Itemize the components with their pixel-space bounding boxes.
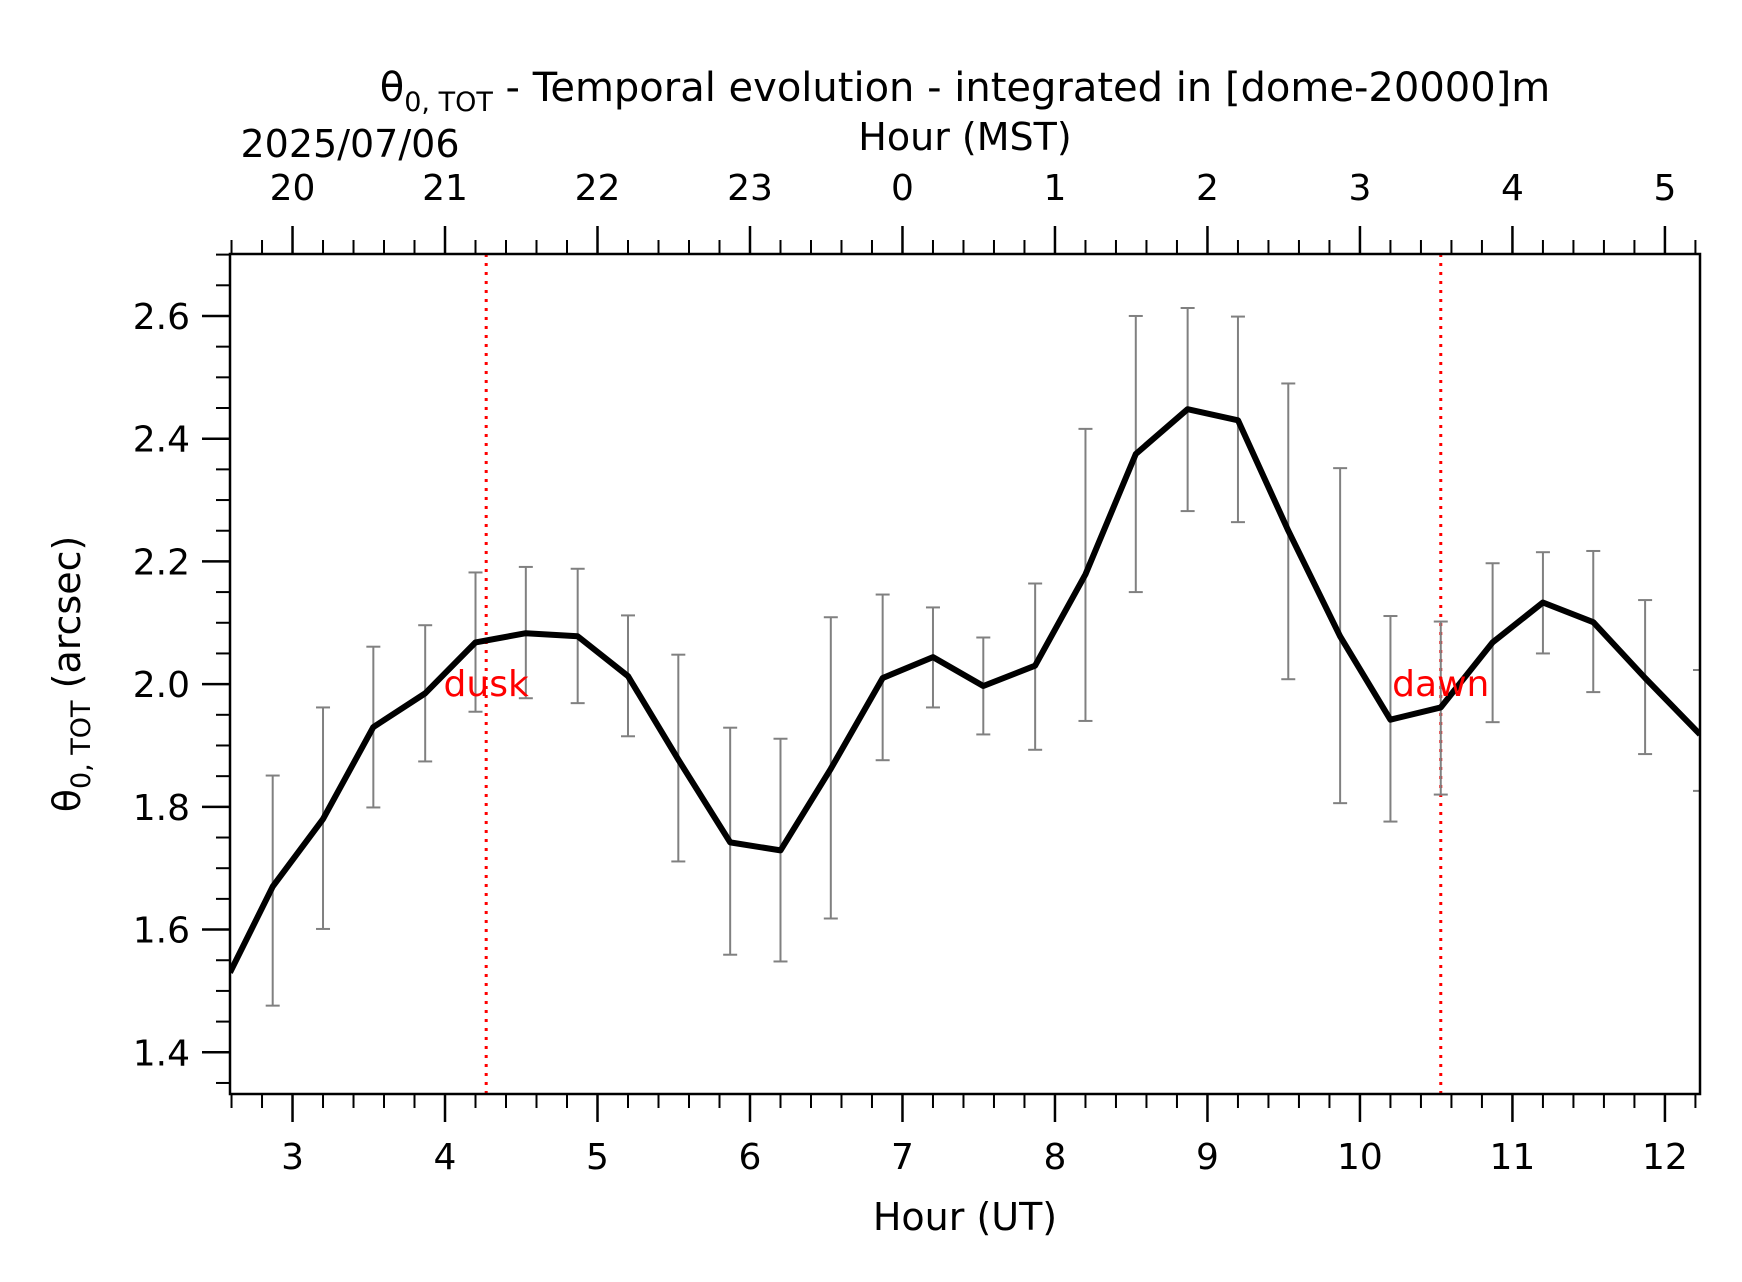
y-tick-label: 2.6 bbox=[133, 297, 190, 338]
x2-tick-label: 0 bbox=[891, 168, 914, 209]
x2-tick-label: 21 bbox=[422, 168, 468, 209]
error-bar bbox=[1693, 669, 1700, 792]
y-tick-label: 2.0 bbox=[133, 665, 190, 706]
x2-tick-label: 22 bbox=[575, 168, 621, 209]
ticks-layer bbox=[202, 226, 1697, 1122]
errorbars-layer bbox=[265, 306, 1700, 1007]
chart-title: θ0, TOT - Temporal evolution - integrate… bbox=[380, 65, 1550, 118]
series-layer bbox=[230, 406, 1700, 974]
plot-frame bbox=[228, 252, 1702, 1096]
x-axis-title: Hour (UT) bbox=[873, 1195, 1057, 1239]
marker-label-dawn: dawn bbox=[1392, 664, 1489, 705]
x2-tick-label: 4 bbox=[1501, 168, 1524, 209]
x-tick-label: 8 bbox=[1044, 1137, 1067, 1178]
x2-tick-label: 3 bbox=[1348, 168, 1371, 209]
date-label: 2025/07/06 bbox=[240, 122, 459, 166]
x2-tick-label: 2 bbox=[1196, 168, 1219, 209]
x2-tick-label: 20 bbox=[270, 168, 316, 209]
x2-tick-label: 5 bbox=[1653, 168, 1676, 209]
series-line bbox=[230, 406, 1700, 974]
y-tick-label: 2.4 bbox=[133, 420, 190, 461]
x-tick-label: 12 bbox=[1642, 1137, 1688, 1178]
x-tick-label: 3 bbox=[281, 1137, 304, 1178]
x-tick-label: 11 bbox=[1490, 1137, 1536, 1178]
y-tick-label: 2.2 bbox=[133, 542, 190, 583]
x-tick-label: 4 bbox=[434, 1137, 457, 1178]
x-tick-label: 10 bbox=[1337, 1137, 1383, 1178]
x-tick-label: 6 bbox=[739, 1137, 762, 1178]
marker-label-dusk: dusk bbox=[444, 664, 529, 705]
x-tick-label: 5 bbox=[586, 1137, 609, 1178]
y-axis-title: θ0, TOT (arcsec) bbox=[45, 536, 97, 813]
y-tick-label: 1.6 bbox=[133, 911, 190, 952]
y-tick-label: 1.8 bbox=[133, 788, 190, 829]
x2-tick-label: 23 bbox=[727, 168, 773, 209]
x2-tick-label: 1 bbox=[1044, 168, 1067, 209]
x-tick-label: 9 bbox=[1196, 1137, 1219, 1178]
x2-axis-title: Hour (MST) bbox=[858, 115, 1071, 159]
x-tick-label: 7 bbox=[891, 1137, 914, 1178]
y-tick-label: 1.4 bbox=[133, 1033, 190, 1074]
